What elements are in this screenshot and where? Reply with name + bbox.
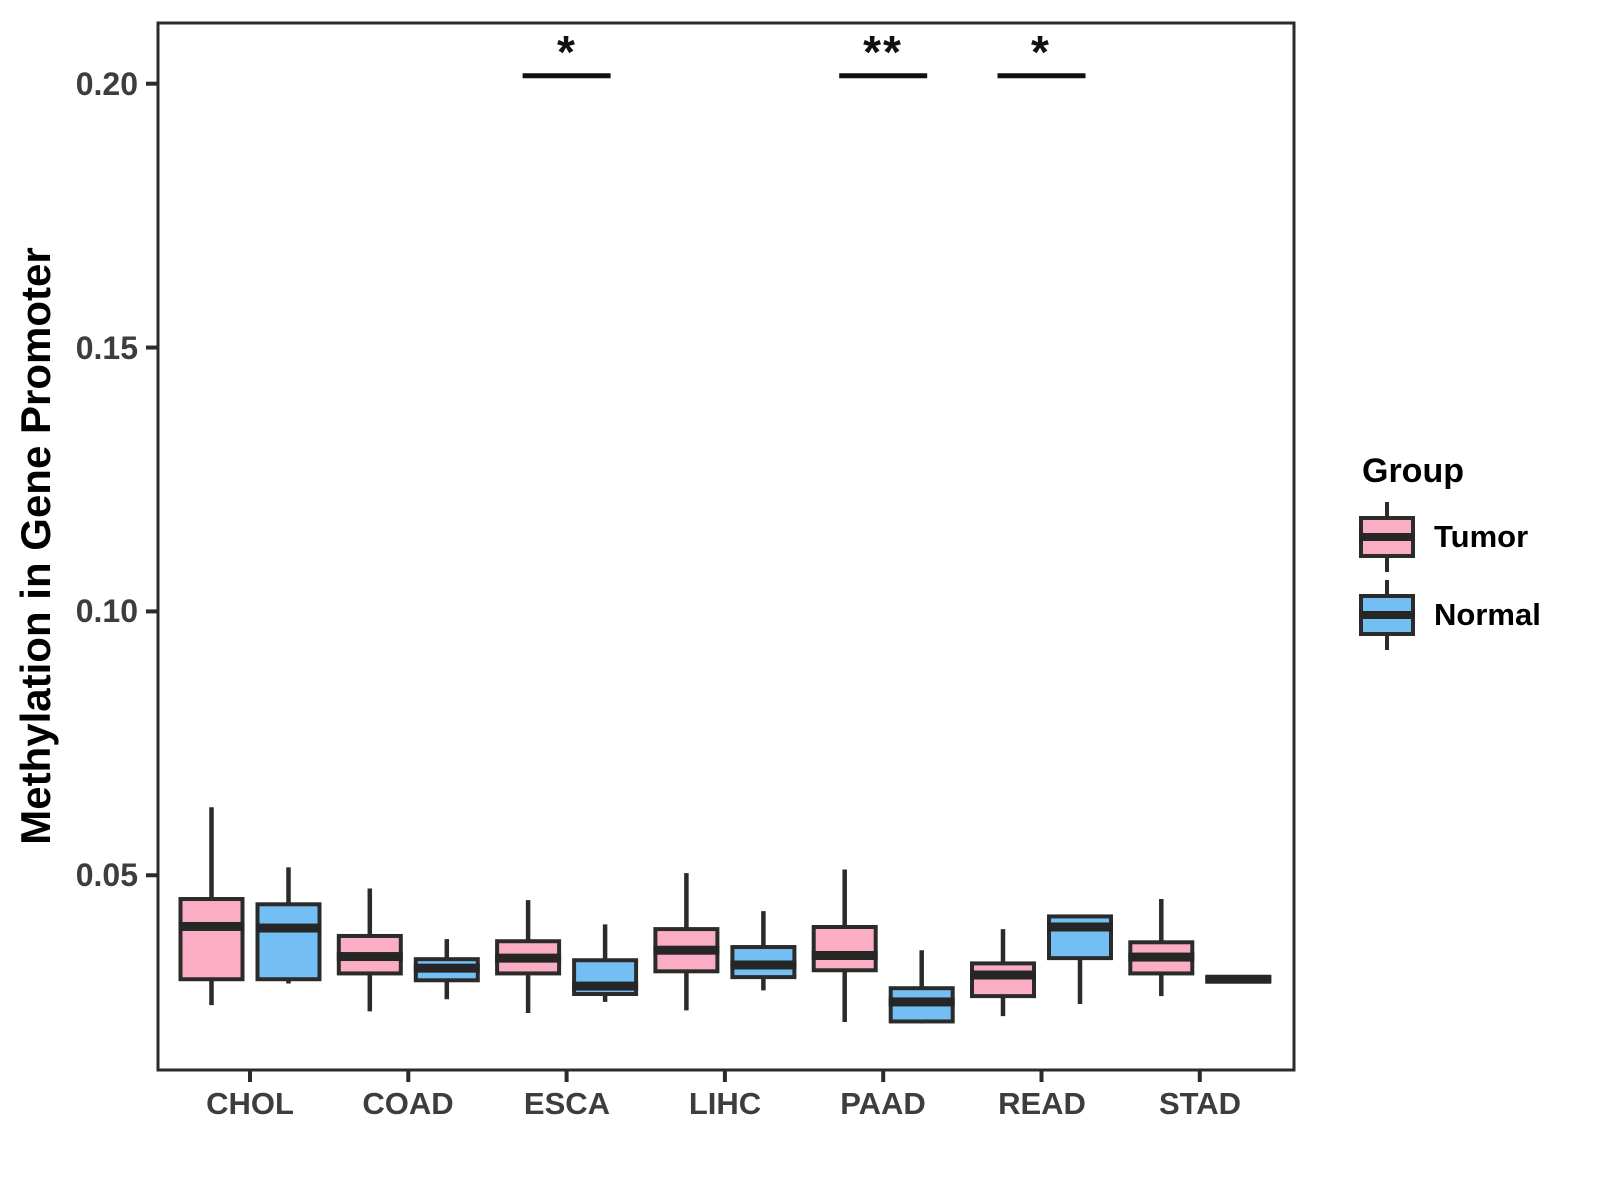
- legend-item-tumor: Tumor: [1356, 501, 1596, 573]
- x-axis-label-lihc: LIHC: [688, 1086, 762, 1121]
- y-tick-label-015: 0.15: [75, 330, 138, 366]
- median-chol-tumor: [178, 921, 245, 931]
- median-paad-tumor: [811, 950, 878, 960]
- y-tick-label-010: 0.10: [75, 593, 138, 629]
- x-axis-label-esca: ESCA: [523, 1086, 611, 1121]
- median-paad-normal: [888, 997, 955, 1007]
- box-read-tumor: [970, 961, 1036, 999]
- legend-item-normal: Normal: [1356, 579, 1596, 651]
- y-axis-title: Methylation in Gene Promoter: [12, 247, 59, 845]
- legend-title: Group: [1362, 452, 1464, 490]
- box-chol-tumor: [178, 897, 245, 982]
- x-axis-label-chol: CHOL: [206, 1086, 294, 1121]
- x-axis-label-stad: STAD: [1158, 1086, 1242, 1121]
- box-chol-normal: [255, 902, 322, 982]
- median-esca-normal: [572, 981, 639, 991]
- x-axis-label-paad: PAAD: [840, 1086, 926, 1121]
- tumor-boxplot-key-icon: [1359, 502, 1415, 572]
- box-paad-tumor: [811, 924, 878, 973]
- x-axis-label-coad: COAD: [362, 1086, 454, 1121]
- y-tick-label-020: 0.20: [75, 66, 138, 102]
- median-esca-tumor: [495, 953, 562, 963]
- legend-label-tumor: Tumor: [1434, 519, 1529, 554]
- significance-label-paad: **: [863, 26, 903, 78]
- median-stad-tumor: [1128, 952, 1195, 962]
- y-tick-label-005: 0.05: [75, 857, 138, 893]
- median-lihc-normal: [730, 960, 797, 970]
- legend-label-normal: Normal: [1434, 597, 1541, 632]
- significance-label-read: *: [1031, 26, 1051, 78]
- legend: Group Tumor Normal: [1356, 438, 1596, 651]
- median-stad-normal: [1205, 974, 1272, 984]
- normal-boxplot-key-icon: [1359, 580, 1415, 650]
- median-coad-tumor: [336, 952, 403, 962]
- median-read-normal: [1047, 922, 1113, 932]
- median-read-tumor: [970, 970, 1036, 980]
- significance-label-esca: *: [557, 26, 577, 78]
- median-lihc-tumor: [653, 945, 720, 955]
- median-chol-normal: [255, 923, 322, 933]
- plot-panel-border: [156, 21, 1296, 1072]
- x-axis-label-read: READ: [998, 1086, 1086, 1121]
- median-coad-normal: [413, 963, 480, 973]
